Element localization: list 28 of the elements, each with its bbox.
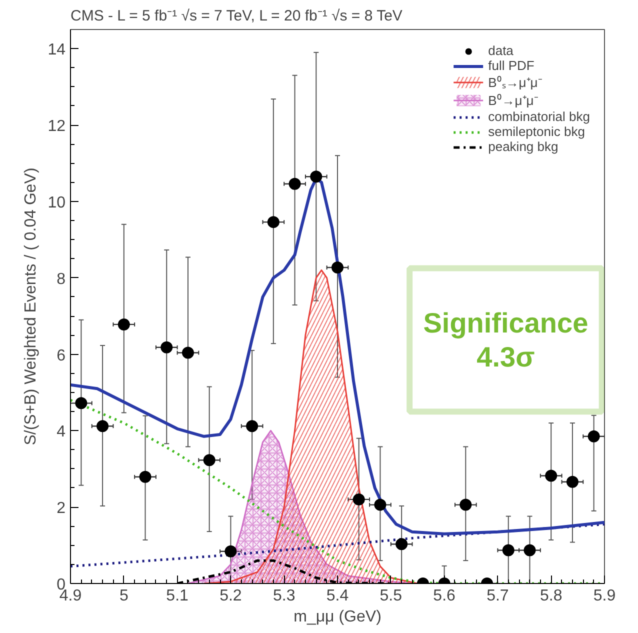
y-tick-label: 12 <box>48 118 66 136</box>
x-tick-label: 5.5 <box>380 588 402 604</box>
legend-label: combinatorial bkg <box>488 109 590 124</box>
y-tick-label: 10 <box>48 194 66 212</box>
y-tick-label: 2 <box>56 500 66 518</box>
annotation: Significance 4.3σ <box>423 307 588 372</box>
legend-label: semileptonic bkg <box>488 124 585 139</box>
legend-label: full PDF <box>488 58 534 73</box>
x-axis-title: m_μμ (GeV) <box>294 608 382 626</box>
y-tick-label: 6 <box>56 347 66 364</box>
y-tick-label: 4 <box>56 424 66 441</box>
y-tick-label: 8 <box>56 270 66 288</box>
y-tick-label: 14 <box>48 42 66 59</box>
x-tick-label: 5.2 <box>220 588 242 604</box>
x-tick-label: 5.4 <box>326 588 349 604</box>
x-tick-label: 5.7 <box>486 588 509 604</box>
legend-label: B⁰→μ⁺μ⁻ <box>488 92 538 109</box>
x-tick-label: 5.1 <box>166 588 189 604</box>
legend-label: B⁰ₛ→μ⁺μ⁻ <box>488 74 542 91</box>
legend-label: data <box>488 43 514 58</box>
x-tick-label: 5.6 <box>433 588 456 604</box>
chart-title: CMS - L = 5 fb⁻¹ √s = 7 TeV, L = 20 fb⁻¹ √s = 8 TeV <box>70 8 402 24</box>
x-tick-label: 5.8 <box>540 588 562 604</box>
x-tick-label: 5.3 <box>272 588 296 604</box>
x-tick-label: 5 <box>119 588 128 604</box>
legend-label: peaking bkg <box>488 139 558 154</box>
y-axis-title: S/(S+B) Weighted Events / ( 0.04 GeV) <box>22 168 40 446</box>
x-tick-label: 5.9 <box>593 588 616 604</box>
